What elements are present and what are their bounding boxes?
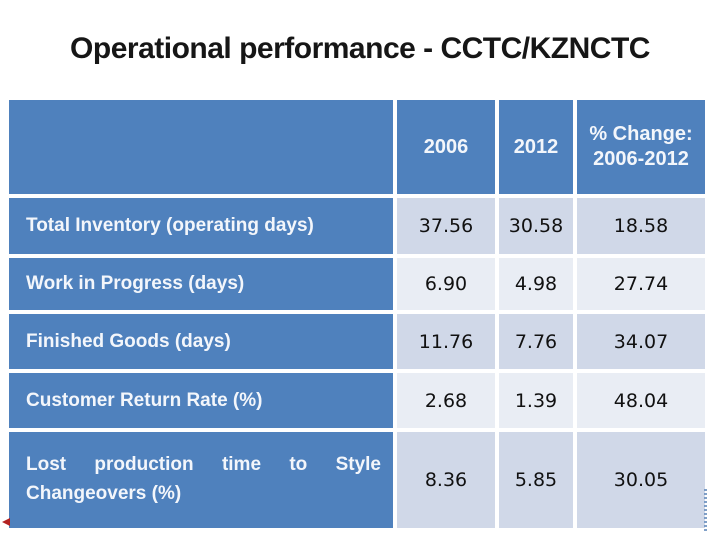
cell-total-inventory-2006: 37.56 xyxy=(397,198,495,254)
animation-marker-arrow-icon xyxy=(2,518,10,526)
cell-lost-production-2006: 8.36 xyxy=(397,432,495,528)
row-label-finished-goods: Finished Goods (days) xyxy=(9,314,393,369)
table-header-2006: 2006 xyxy=(397,100,495,194)
cell-total-inventory-change: 18.58 xyxy=(577,198,705,254)
table-header-change: % Change: 2006-2012 xyxy=(577,100,705,194)
cell-wip-change: 27.74 xyxy=(577,258,705,310)
cell-lost-production-change: 30.05 xyxy=(577,432,705,528)
cell-return-rate-2006: 2.68 xyxy=(397,373,495,428)
cell-wip-2006: 6.90 xyxy=(397,258,495,310)
cell-finished-goods-2006: 11.76 xyxy=(397,314,495,369)
cell-wip-2012: 4.98 xyxy=(499,258,573,310)
cell-return-rate-2012: 1.39 xyxy=(499,373,573,428)
cell-lost-production-2012: 5.85 xyxy=(499,432,573,528)
row-label-work-in-progress: Work in Progress (days) xyxy=(9,258,393,310)
row-label-total-inventory: Total Inventory (operating days) xyxy=(9,198,393,254)
row-label-customer-return-rate: Customer Return Rate (%) xyxy=(9,373,393,428)
cell-total-inventory-2012: 30.58 xyxy=(499,198,573,254)
table-header-empty xyxy=(9,100,393,194)
cell-finished-goods-change: 34.07 xyxy=(577,314,705,369)
cell-finished-goods-2012: 7.76 xyxy=(499,314,573,369)
slide-title: Operational performance - CCTC/KZNCTC xyxy=(70,32,650,65)
performance-table: 2006 2012 % Change: 2006-2012 Total Inve… xyxy=(9,100,705,528)
table-header-2012: 2012 xyxy=(499,100,573,194)
row-label-lost-production-time: Lost production time to Style Changeover… xyxy=(9,432,393,528)
edge-vertical-microtext xyxy=(704,489,707,533)
cell-return-rate-change: 48.04 xyxy=(577,373,705,428)
